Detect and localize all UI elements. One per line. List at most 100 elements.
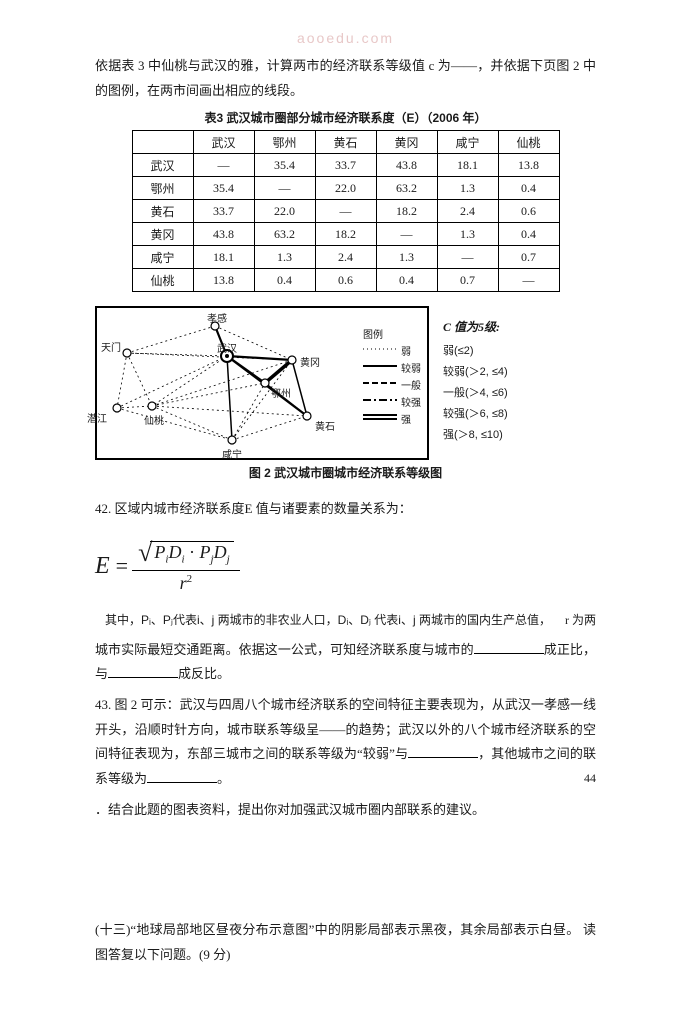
blank-1[interactable]	[474, 639, 544, 654]
node-label-ezhou: 鄂州	[271, 385, 291, 400]
table-cell: 18.2	[376, 200, 437, 223]
table-cell: 35.4	[254, 154, 315, 177]
row-header-cell: 仙桃	[132, 269, 193, 292]
formula: E = √ PiDi · PjDj r2	[95, 538, 596, 594]
table-row: 武汉—35.433.743.818.113.8	[132, 154, 559, 177]
q43-followup: ．结合此题的图表资料，提出你对加强武汉城市圈内部联系的建议。	[95, 798, 596, 823]
table-cell: 33.7	[315, 154, 376, 177]
table-cell: 33.7	[193, 200, 254, 223]
table-header-cell: 咸宁	[437, 131, 498, 154]
node-label-wuhan: 武汉	[217, 340, 237, 355]
formula-E: E	[95, 553, 110, 580]
table-cell: 1.3	[376, 246, 437, 269]
table-row: 黄冈43.863.218.2—1.30.4	[132, 223, 559, 246]
c-level-row: 较弱(＞2, ≤4)	[443, 362, 508, 383]
table-cell: 22.0	[254, 200, 315, 223]
table-cell: 1.3	[437, 223, 498, 246]
node-label-huanggang: 黄冈	[300, 354, 320, 369]
table-cell: 43.8	[376, 154, 437, 177]
c-level-row: 弱(≤2)	[443, 341, 508, 362]
blank-2[interactable]	[108, 663, 178, 678]
table-cell: 63.2	[376, 177, 437, 200]
table-cell: 43.8	[193, 223, 254, 246]
formula-denom: r2	[180, 571, 193, 594]
table-cell: 35.4	[193, 177, 254, 200]
table-row: 仙桃13.80.40.60.40.7—	[132, 269, 559, 292]
row-header-cell: 黄石	[132, 200, 193, 223]
spacer	[95, 828, 596, 918]
table-header-cell: 武汉	[193, 131, 254, 154]
r-tail: r 为两	[565, 610, 596, 632]
node-label-huangshi: 黄石	[315, 418, 335, 433]
vars-text: 其中，Pᵢ、Pⱼ代表i、j 两城市的非农业人口，Dᵢ、Dⱼ 代表i、j 两城市的…	[105, 613, 551, 627]
intro-paragraph: 依据表 3 中仙桃与武汉的雅，计算两市的经济联系等级值 c 为——，并依据下页图…	[95, 54, 596, 103]
table-cell: 63.2	[254, 223, 315, 246]
table-row: 咸宁18.11.32.41.3—0.7	[132, 246, 559, 269]
node-label-xiaogan: 孝感	[207, 310, 227, 325]
node-label-xiantao: 仙桃	[144, 412, 164, 427]
q42b-a: 城市实际最短交通距离。依据这一公式，可知经济联系度与城市的	[95, 642, 474, 657]
table-header-cell: 黄石	[315, 131, 376, 154]
table-cell: —	[498, 269, 559, 292]
table3-caption: 表3 武汉城市圈部分城市经济联系度（E）（2006 年）	[95, 109, 596, 126]
table-cell: 18.2	[315, 223, 376, 246]
page-number: 44	[584, 767, 596, 790]
node-label-qianjiang: 潜江	[87, 410, 107, 425]
node-label-tianmen: 天门	[101, 339, 121, 354]
table-cell: 0.7	[498, 246, 559, 269]
table-cell: 0.6	[498, 200, 559, 223]
row-header-cell: 鄂州	[132, 177, 193, 200]
network-diagram: 天门孝感武汉黄冈鄂州黄石咸宁仙桃潜江 图例 弱较弱一般较强强	[95, 306, 429, 460]
table3: 武汉鄂州黄石黄冈咸宁仙桃 武汉—35.433.743.818.113.8鄂州35…	[132, 130, 560, 292]
row-header-cell: 咸宁	[132, 246, 193, 269]
legend-row: 较弱	[363, 360, 421, 375]
legend-row: 较强	[363, 394, 421, 409]
blank-4[interactable]	[147, 768, 217, 783]
table-cell: 18.1	[193, 246, 254, 269]
c-levels: C 值为5级: 弱(≤2)较弱(＞2, ≤4)一般(＞4, ≤6)较强(＞6, …	[443, 316, 508, 445]
legend-row: 一般	[363, 377, 421, 392]
c-levels-header: C 值为5级:	[443, 316, 508, 339]
table-cell: 0.7	[437, 269, 498, 292]
table-cell: —	[193, 154, 254, 177]
node-label-xianning: 咸宁	[222, 446, 242, 461]
row-header-cell: 黄冈	[132, 223, 193, 246]
table-cell: 0.6	[315, 269, 376, 292]
table-cell: —	[315, 200, 376, 223]
legend-title: 图例	[363, 326, 421, 341]
page: aooedu.com 依据表 3 中仙桃与武汉的雅，计算两市的经济联系等级值 c…	[0, 0, 691, 1034]
table-cell: 1.3	[254, 246, 315, 269]
legend-box: 图例 弱较弱一般较强强	[363, 326, 421, 428]
table-header-cell: 鄂州	[254, 131, 315, 154]
legend-row: 弱	[363, 343, 421, 358]
formula-radicand: PiDi · PjDj	[150, 541, 233, 566]
table-header-cell: 黄冈	[376, 131, 437, 154]
table-cell: —	[376, 223, 437, 246]
table-cell: 0.4	[376, 269, 437, 292]
table-header-cell	[132, 131, 193, 154]
q42b-paragraph: 城市实际最短交通距离。依据这一公式，可知经济联系度与城市的成正比，与成反比。	[95, 638, 596, 687]
table-cell: 0.4	[254, 269, 315, 292]
c-level-row: 一般(＞4, ≤6)	[443, 383, 508, 404]
table-cell: 13.8	[193, 269, 254, 292]
table-cell: 18.1	[437, 154, 498, 177]
q43-paragraph: 43. 图 2 可示：武汉与四周八个城市经济联系的空间特征主要表现为，从武汉一孝…	[95, 693, 596, 792]
q42-lead: 42. 区域内城市经济联系度E 值与诸要素的数量关系为：	[95, 497, 596, 522]
figure2-caption: 图 2 武汉城市圈城市经济联系等级图	[95, 464, 596, 481]
table-cell: —	[254, 177, 315, 200]
vars-line: 其中，Pᵢ、Pⱼ代表i、j 两城市的非农业人口，Dᵢ、Dⱼ 代表i、j 两城市的…	[105, 610, 596, 632]
table-cell: 2.4	[315, 246, 376, 269]
row-header-cell: 武汉	[132, 154, 193, 177]
section13: (十三)“地球局部地区昼夜分布示意图”中的阴影局部表示黑夜，其余局部表示白昼。 …	[95, 918, 596, 967]
table-row: 鄂州35.4—22.063.21.30.4	[132, 177, 559, 200]
table-cell: 22.0	[315, 177, 376, 200]
table-header-cell: 仙桃	[498, 131, 559, 154]
figure2-wrap: 天门孝感武汉黄冈鄂州黄石咸宁仙桃潜江 图例 弱较弱一般较强强 C 值为5级: 弱…	[95, 306, 596, 460]
blank-3[interactable]	[408, 743, 478, 758]
table-cell: 13.8	[498, 154, 559, 177]
c-level-row: 较强(＞6, ≤8)	[443, 404, 508, 425]
table-cell: 1.3	[437, 177, 498, 200]
table-cell: 0.4	[498, 177, 559, 200]
table-cell: 2.4	[437, 200, 498, 223]
legend-row: 强	[363, 411, 421, 426]
